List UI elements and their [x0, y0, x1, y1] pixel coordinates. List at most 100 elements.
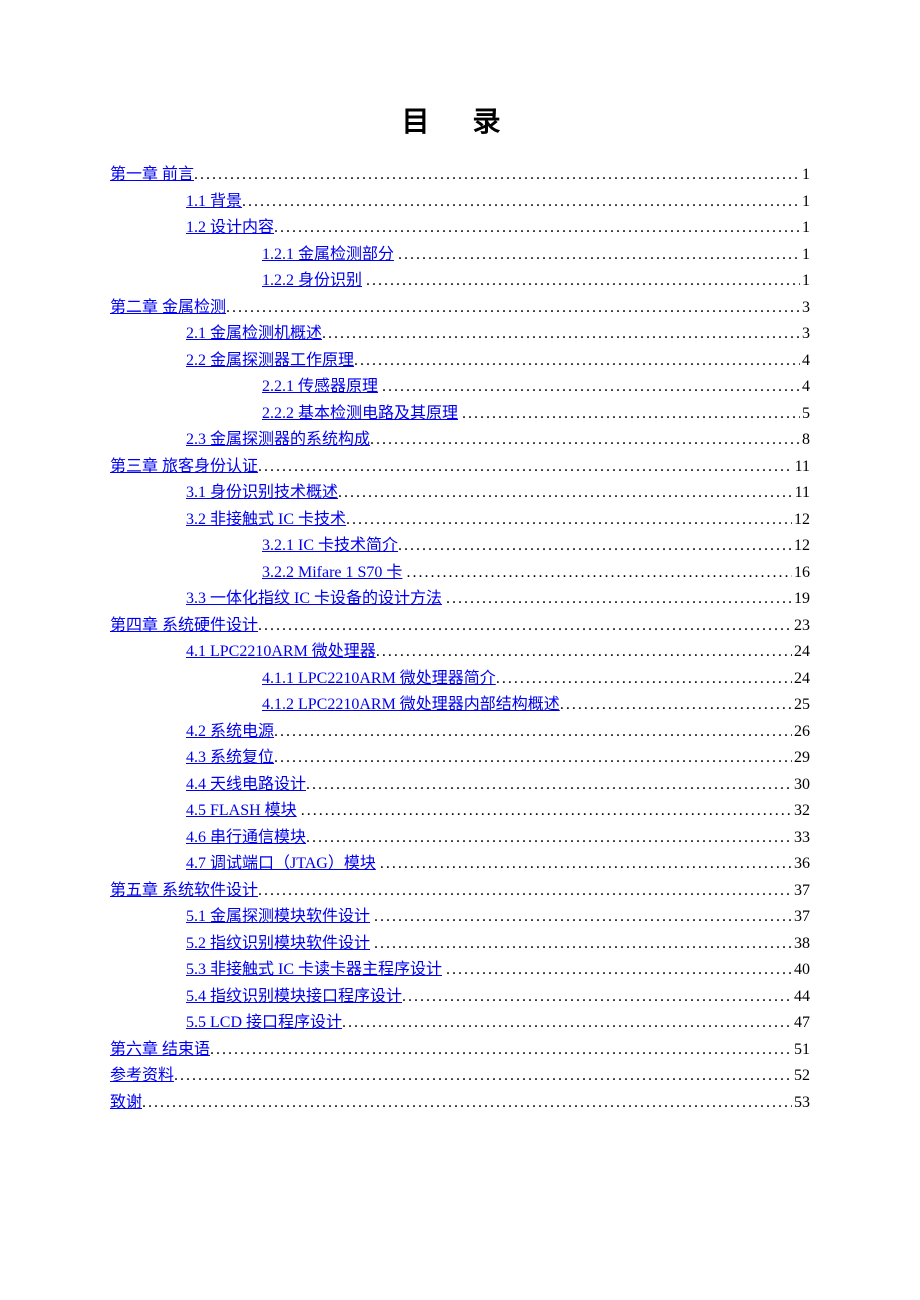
- toc-leader: [370, 427, 800, 454]
- toc-entry: 第五章 系统软件设计 37: [110, 878, 810, 905]
- toc-link[interactable]: 第一章 前言: [110, 162, 194, 189]
- toc-leader: [402, 984, 792, 1011]
- toc-leader: [306, 825, 792, 852]
- toc-link[interactable]: 2.2.2 基本检测电路及其原理: [262, 401, 458, 428]
- toc-entry: 4.6 串行通信模块 33: [110, 825, 810, 852]
- toc-link[interactable]: 2.2.1 传感器原理: [262, 374, 378, 401]
- toc-link[interactable]: 3.3 一体化指纹 IC 卡设备的设计方法: [186, 586, 442, 613]
- toc-leader: [142, 1090, 792, 1117]
- toc-link[interactable]: 第四章 系统硬件设计: [110, 613, 258, 640]
- toc-leader: [406, 560, 792, 587]
- toc-link[interactable]: 参考资料: [110, 1063, 174, 1090]
- toc-page-number: 23: [792, 613, 810, 640]
- toc-link[interactable]: 第六章 结束语: [110, 1037, 210, 1064]
- toc-page-number: 36: [792, 851, 810, 878]
- toc-entry: 4.3 系统复位29: [110, 745, 810, 772]
- toc-entry: 第三章 旅客身份认证11: [110, 454, 810, 481]
- toc-page-number: 40: [792, 957, 810, 984]
- toc-page-number: 4: [800, 348, 810, 375]
- toc-link[interactable]: 3.2.2 Mifare 1 S70 卡: [262, 560, 402, 587]
- toc-entry: 致谢 53: [110, 1090, 810, 1117]
- toc-page-number: 32: [792, 798, 810, 825]
- toc-link[interactable]: 4.1.2 LPC2210ARM 微处理器内部结构概述: [262, 692, 560, 719]
- toc-entry: 1.2.1 金属检测部分 1: [110, 242, 810, 269]
- toc-page-number: 12: [792, 533, 810, 560]
- toc-leader: [342, 1010, 792, 1037]
- toc-page-number: 37: [792, 904, 810, 931]
- toc-page-number: 1: [800, 215, 810, 242]
- toc-leader: [446, 957, 792, 984]
- toc-entry: 3.2.2 Mifare 1 S70 卡 16: [110, 560, 810, 587]
- toc-entry: 3.3 一体化指纹 IC 卡设备的设计方法 19: [110, 586, 810, 613]
- toc-link[interactable]: 2.2 金属探测器工作原理: [186, 348, 354, 375]
- toc-page-number: 26: [792, 719, 810, 746]
- toc-leader: [376, 639, 792, 666]
- toc-page-number: 38: [792, 931, 810, 958]
- toc-link[interactable]: 4.2 系统电源: [186, 719, 274, 746]
- toc-link[interactable]: 致谢: [110, 1090, 142, 1117]
- toc-link[interactable]: 4.4 天线电路设计: [186, 772, 306, 799]
- toc-link[interactable]: 1.2.1 金属检测部分: [262, 242, 394, 269]
- toc-entry: 5.3 非接触式 IC 卡读卡器主程序设计 40: [110, 957, 810, 984]
- toc-link[interactable]: 第三章 旅客身份认证: [110, 454, 258, 481]
- toc-link[interactable]: 4.1 LPC2210ARM 微处理器: [186, 639, 376, 666]
- toc-entry: 2.1 金属检测机概述 3: [110, 321, 810, 348]
- toc-entry: 第六章 结束语51: [110, 1037, 810, 1064]
- toc-page-number: 30: [792, 772, 810, 799]
- toc-page-number: 3: [800, 295, 810, 322]
- toc-leader: [322, 321, 800, 348]
- toc-page-number: 5: [800, 401, 810, 428]
- toc-leader: [398, 533, 792, 560]
- toc-entry: 4.1.1 LPC2210ARM 微处理器简介 24: [110, 666, 810, 693]
- toc-link[interactable]: 4.6 串行通信模块: [186, 825, 306, 852]
- toc-entry: 1.2 设计内容 1: [110, 215, 810, 242]
- toc-link[interactable]: 3.2 非接触式 IC 卡技术: [186, 507, 346, 534]
- toc-entry: 4.4 天线电路设计 30: [110, 772, 810, 799]
- toc-link[interactable]: 5.1 金属探测模块软件设计: [186, 904, 370, 931]
- toc-leader: [242, 189, 800, 216]
- toc-link[interactable]: 4.3 系统复位: [186, 745, 274, 772]
- toc-link[interactable]: 3.1 身份识别技术概述: [186, 480, 338, 507]
- toc-link[interactable]: 5.2 指纹识别模块软件设计: [186, 931, 370, 958]
- toc-leader: [194, 162, 800, 189]
- toc-link[interactable]: 4.1.1 LPC2210ARM 微处理器简介: [262, 666, 496, 693]
- toc-link[interactable]: 4.7 调试端口（JTAG）模块: [186, 851, 376, 878]
- toc-entry: 第二章 金属检测 3: [110, 295, 810, 322]
- toc-entry: 参考资料52: [110, 1063, 810, 1090]
- toc-page-number: 3: [800, 321, 810, 348]
- toc-page-number: 33: [792, 825, 810, 852]
- toc-link[interactable]: 5.4 指纹识别模块接口程序设计: [186, 984, 402, 1011]
- toc-page-number: 11: [793, 480, 810, 507]
- toc-link[interactable]: 3.2.1 IC 卡技术简介: [262, 533, 398, 560]
- toc-leader: [380, 851, 792, 878]
- toc-link[interactable]: 1.2 设计内容: [186, 215, 274, 242]
- toc-link[interactable]: 4.5 FLASH 模块: [186, 798, 297, 825]
- toc-page-number: 53: [792, 1090, 810, 1117]
- toc-entry: 第四章 系统硬件设计 23: [110, 613, 810, 640]
- toc-link[interactable]: 5.5 LCD 接口程序设计: [186, 1010, 342, 1037]
- toc-link[interactable]: 2.1 金属检测机概述: [186, 321, 322, 348]
- toc-leader: [446, 586, 792, 613]
- toc-page-number: 37: [792, 878, 810, 905]
- toc-link[interactable]: 1.1 背景: [186, 189, 242, 216]
- toc-leader: [374, 904, 792, 931]
- toc-leader: [496, 666, 792, 693]
- toc-page-number: 1: [800, 268, 810, 295]
- toc-link[interactable]: 5.3 非接触式 IC 卡读卡器主程序设计: [186, 957, 442, 984]
- toc-page-number: 12: [792, 507, 810, 534]
- toc-page-number: 8: [800, 427, 810, 454]
- toc-leader: [354, 348, 800, 375]
- toc-entry: 3.2 非接触式 IC 卡技术 12: [110, 507, 810, 534]
- toc-link[interactable]: 1.2.2 身份识别: [262, 268, 362, 295]
- toc-leader: [258, 454, 793, 481]
- toc-link[interactable]: 第五章 系统软件设计: [110, 878, 258, 905]
- toc-list: 第一章 前言11.1 背景11.2 设计内容11.2.1 金属检测部分 11.2…: [110, 162, 810, 1116]
- toc-page-number: 16: [792, 560, 810, 587]
- toc-link[interactable]: 第二章 金属检测: [110, 295, 226, 322]
- toc-page-number: 1: [800, 242, 810, 269]
- toc-page-number: 1: [800, 189, 810, 216]
- toc-page-number: 19: [792, 586, 810, 613]
- toc-leader: [274, 719, 792, 746]
- toc-page-number: 24: [792, 666, 810, 693]
- toc-link[interactable]: 2.3 金属探测器的系统构成: [186, 427, 370, 454]
